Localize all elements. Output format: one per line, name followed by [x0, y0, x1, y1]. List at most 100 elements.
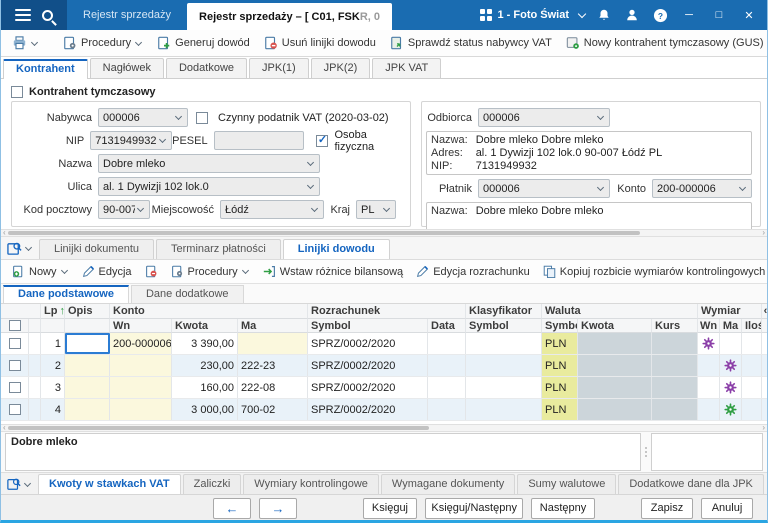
tab-sumy-walutowe[interactable]: Sumy walutowe	[517, 474, 617, 494]
grid-horizontal-scrollbar[interactable]: ‹ ›	[1, 424, 767, 432]
col-header-waluta-kwota[interactable]: Kwota	[578, 319, 652, 333]
bottom-organizer-chevron[interactable]	[23, 479, 32, 487]
cell-data[interactable]	[428, 377, 466, 398]
cell-klasyfikator[interactable]	[466, 377, 542, 398]
previous-record-button[interactable]: ←	[213, 497, 251, 519]
row-checkbox[interactable]	[8, 360, 21, 371]
window-tab-active-document[interactable]: Rejestr sprzedaży – [ C01, FSK R, 0	[187, 3, 393, 30]
cell-rozrachunek-symbol[interactable]: SPRZ/0002/2020	[308, 377, 428, 398]
scroll-right-icon[interactable]: ›	[762, 423, 765, 432]
print-dropdown-chevron[interactable]	[30, 38, 39, 46]
tab-jpk1[interactable]: JPK(1)	[249, 58, 309, 78]
select-all-checkbox[interactable]	[8, 320, 21, 331]
konto-combo[interactable]: 200-000006	[652, 179, 752, 198]
cell-ilosc[interactable]	[742, 377, 762, 398]
nastepny-button[interactable]: Następny	[531, 497, 595, 519]
next-record-button[interactable]: →	[259, 497, 297, 519]
cell-data[interactable]	[428, 399, 466, 420]
tab-jpk2[interactable]: JPK(2)	[310, 58, 371, 78]
cell-wymiar-wn[interactable]	[698, 377, 720, 398]
user-account-icon[interactable]	[623, 6, 641, 24]
nip-combo[interactable]: 7131949932	[90, 131, 173, 150]
help-icon[interactable]: ?	[651, 6, 669, 24]
cell-lp[interactable]: 1	[41, 333, 65, 354]
group-header-rozrachunek[interactable]: Rozrachunek	[308, 304, 466, 319]
procedury-dropdown-chevron[interactable]	[135, 38, 143, 46]
cell-waluta[interactable]: PLN	[542, 377, 578, 398]
nowy-dropdown-chevron[interactable]	[60, 266, 68, 275]
usun-button[interactable]	[140, 263, 163, 280]
cell-wymiar-wn[interactable]	[698, 355, 720, 376]
subtab-dane-dodatkowe[interactable]: Dane dodatkowe	[130, 285, 244, 303]
maximize-button[interactable]: □	[715, 9, 723, 21]
scroll-left-icon[interactable]: ‹	[3, 423, 6, 432]
cell-opis[interactable]	[65, 355, 110, 376]
cell-ma[interactable]: 700-02	[238, 399, 308, 420]
cell-wymiar-ma[interactable]	[720, 333, 742, 354]
search-icon[interactable]	[42, 9, 54, 21]
cell-opis-selected[interactable]	[65, 333, 110, 354]
odbiorca-combo[interactable]: 000006	[478, 108, 610, 127]
close-button[interactable]: ✕	[744, 9, 754, 22]
cell-wymiar-wn[interactable]	[698, 333, 720, 354]
anuluj-button[interactable]: Anuluj	[701, 497, 753, 519]
tab-wymagane-dokumenty[interactable]: Wymagane dokumenty	[380, 474, 516, 494]
platnik-combo[interactable]: 000006	[478, 179, 610, 198]
nabywca-combo[interactable]: 000006	[98, 108, 188, 127]
collapse-columns-chevron[interactable]: ‹	[762, 304, 768, 319]
tab-zaliczki[interactable]: Zaliczki	[182, 474, 242, 494]
cell-waluta[interactable]: PLN	[542, 399, 578, 420]
cell-opis[interactable]	[65, 399, 110, 420]
cell-ma[interactable]	[238, 333, 308, 354]
tab-naglowek[interactable]: Nagłówek	[89, 58, 164, 78]
tab-dodatkowe[interactable]: Dodatkowe	[165, 58, 248, 78]
col-header-ilosc[interactable]: Ilość	[742, 319, 762, 333]
table-row[interactable]: 2 230,00 222-23 SPRZ/0002/2020 PLN	[1, 355, 767, 377]
nowy-button[interactable]: Nowy	[7, 263, 74, 280]
bottom-organizer-button[interactable]	[5, 477, 38, 494]
scroll-right-icon[interactable]: ›	[762, 228, 765, 237]
procedury-lines-button[interactable]: Procedury	[166, 263, 255, 280]
usun-linijki-button[interactable]: Usuń linijki dowodu	[259, 34, 381, 52]
col-header-opis[interactable]: Opis	[65, 304, 110, 319]
cell-ilosc[interactable]	[742, 399, 762, 420]
cell-waluta[interactable]: PLN	[542, 333, 578, 354]
table-row[interactable]: 3 160,00 222-08 SPRZ/0002/2020 PLN	[1, 377, 767, 399]
window-tab-rejestr-sprzedazy[interactable]: Rejestr sprzedaży	[67, 0, 187, 30]
table-row[interactable]: 1 200-000006 3 390,00 SPRZ/0002/2020 PLN	[1, 333, 767, 355]
procedury-button[interactable]: Procedury	[58, 34, 148, 52]
col-header-klasyfikator-symbol[interactable]: Symbol	[466, 319, 542, 333]
nowy-kontrahent-gus-button[interactable]: Nowy kontrahent tymczasowy (GUS)	[561, 34, 767, 52]
wstaw-roznice-button[interactable]: Wstaw różnice bilansową	[258, 263, 409, 280]
tab-jpk-vat[interactable]: JPK VAT	[372, 58, 442, 78]
cell-opis[interactable]	[65, 377, 110, 398]
cell-kwota[interactable]: 3 000,00	[172, 399, 238, 420]
pesel-input[interactable]	[213, 131, 305, 150]
czynny-vat-checkbox[interactable]	[196, 111, 208, 124]
cell-wymiar-wn[interactable]	[698, 399, 720, 420]
cell-kwota[interactable]: 3 390,00	[172, 333, 238, 354]
kopiuj-rozbicie-button[interactable]: Kopiuj rozbicie wymiarów kontrolingowych	[538, 263, 767, 280]
tab-linijki-dowodu[interactable]: Linijki dowodu	[282, 239, 390, 259]
cell-waluta[interactable]: PLN	[542, 355, 578, 376]
horizontal-scrollbar[interactable]: ‹ ›	[1, 229, 767, 237]
kontrahent-tymczasowy-checkbox[interactable]	[11, 86, 23, 98]
miejscowosc-combo[interactable]: Łódź	[220, 200, 324, 219]
group-header-waluta[interactable]: Waluta	[542, 304, 698, 319]
procedury-lines-chevron[interactable]	[241, 266, 249, 275]
cell-klasyfikator[interactable]	[466, 355, 542, 376]
cell-wn[interactable]: 200-000006	[110, 333, 172, 354]
tab-kwoty-w-stawkach-vat[interactable]: Kwoty w stawkach VAT	[38, 474, 181, 494]
cell-data[interactable]	[428, 333, 466, 354]
generuj-dowod-button[interactable]: Generuj dowód	[152, 34, 255, 52]
cell-lp[interactable]: 3	[41, 377, 65, 398]
tab-kontrahent[interactable]: Kontrahent	[3, 59, 88, 79]
col-header-data[interactable]: Data	[428, 319, 466, 333]
cell-wn[interactable]	[110, 355, 172, 376]
company-selector[interactable]: 1 - Foto Świat	[479, 9, 569, 21]
col-header-kwota[interactable]: Kwota	[172, 319, 238, 333]
cell-wymiar-ma[interactable]	[720, 377, 742, 398]
cell-lp[interactable]: 4	[41, 399, 65, 420]
row-checkbox[interactable]	[8, 338, 21, 349]
cell-wn[interactable]	[110, 399, 172, 420]
